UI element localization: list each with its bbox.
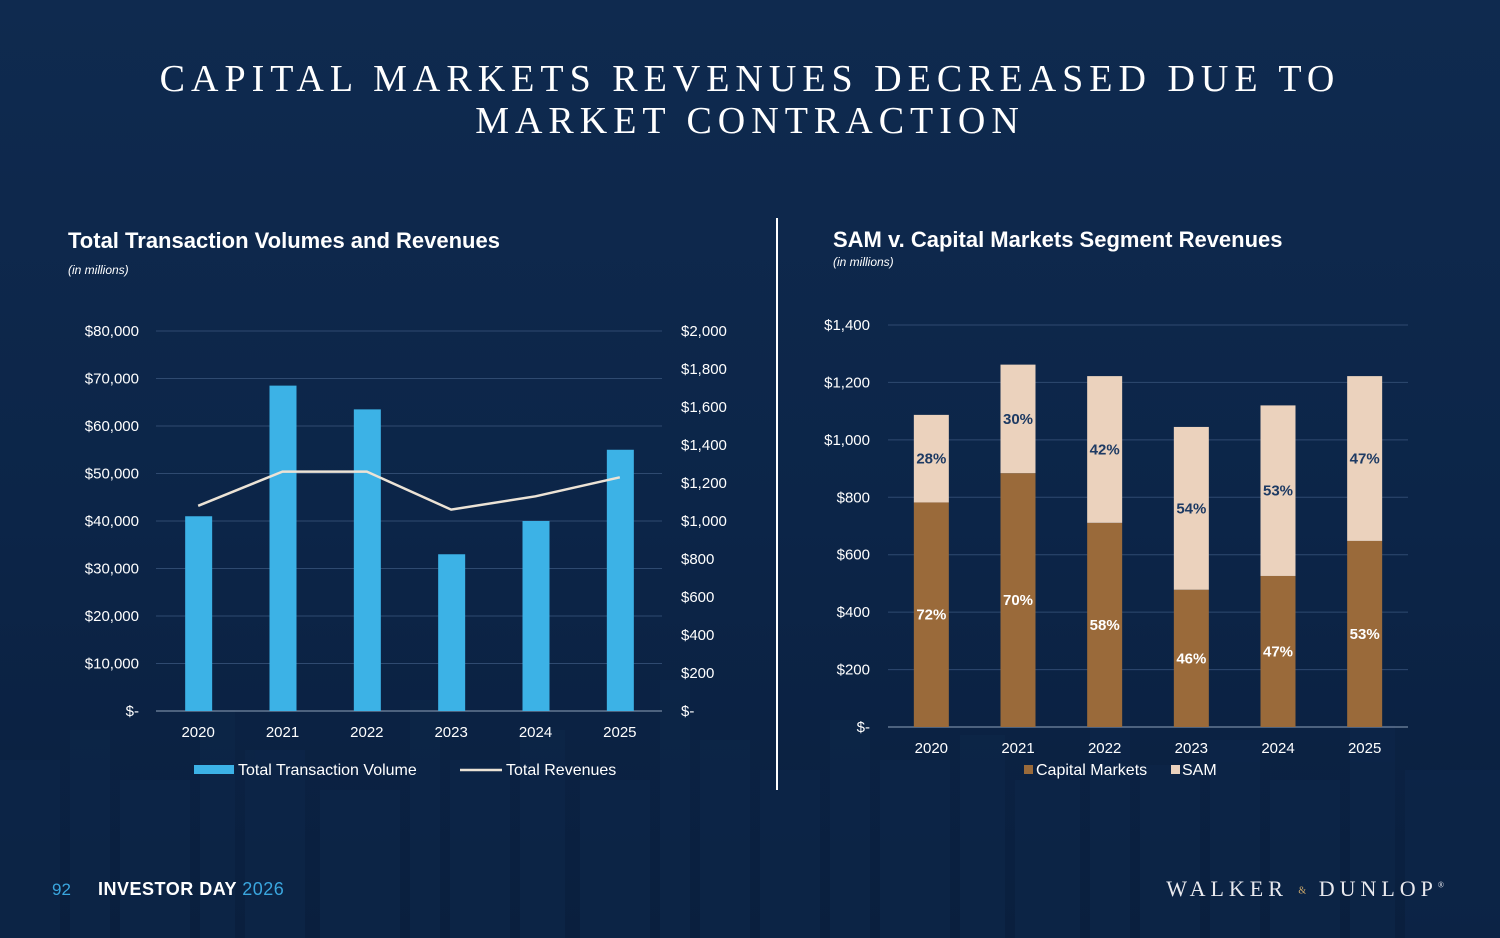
- logo-walker: WALKER: [1166, 876, 1288, 901]
- left-chart-title: Total Transaction Volumes and Revenues: [68, 228, 500, 253]
- left-y-tick-label: $80,000: [85, 323, 139, 340]
- legend-revenue-label: Total Revenues: [506, 762, 616, 779]
- left-x-tick-label: 2021: [266, 724, 299, 741]
- sam-bar: [1260, 405, 1296, 576]
- left-y2-tick-label: $2,000: [681, 323, 727, 340]
- left-y2-tick-label: $1,000: [681, 513, 727, 530]
- legend-capital-markets-label: Capital Markets: [1036, 762, 1147, 779]
- slide-title-line-1: CAPITAL MARKETS REVENUES DECREASED DUE T…: [159, 58, 1341, 100]
- left-y2-tick-label: $1,600: [681, 399, 727, 416]
- right-x-tick-label: 2020: [915, 740, 948, 757]
- sam-pct-label: 47%: [1350, 451, 1380, 468]
- sam-bar: [1087, 376, 1123, 523]
- left-y2-tick-label: $1,800: [681, 361, 727, 378]
- sam-bar: [913, 414, 949, 503]
- logo-registered-mark: ®: [1437, 880, 1444, 890]
- capital-markets-bar: [1000, 473, 1036, 727]
- sam-pct-label: 42%: [1090, 441, 1120, 458]
- legend-capital-markets-swatch: [1024, 765, 1033, 774]
- left-y-tick-label: $-: [126, 703, 139, 720]
- left-y2-tick-label: $400: [681, 627, 714, 644]
- left-y-tick-label: $60,000: [85, 418, 139, 435]
- left-y2-tick-label: $600: [681, 589, 714, 606]
- capital-markets-bar: [1260, 575, 1296, 727]
- sam-pct-label: 54%: [1176, 500, 1206, 517]
- right-y-tick-label: $1,400: [824, 317, 870, 334]
- chart-divider: [776, 218, 778, 790]
- footer-event-name: INVESTOR DAY: [98, 879, 237, 899]
- transaction-volume-revenue-chart: $- $10,000 $20,000 $30,000 $40,000 $50,000 $60…: [85, 323, 727, 779]
- right-x-tick-label: 2023: [1175, 740, 1208, 757]
- capital-markets-pct-label: 47%: [1263, 643, 1293, 660]
- left-y2-tick-label: $1,400: [681, 437, 727, 454]
- sam-bar: [1173, 426, 1209, 590]
- capital-markets-pct-label: 70%: [1003, 592, 1033, 609]
- capital-markets-pct-label: 46%: [1176, 650, 1206, 667]
- volume-bar: [522, 521, 550, 711]
- left-x-tick-label: 2024: [519, 724, 552, 741]
- right-x-tick-label: 2024: [1261, 740, 1294, 757]
- right-x-tick-label: 2022: [1088, 740, 1121, 757]
- right-y-tick-label: $1,000: [824, 432, 870, 449]
- left-x-tick-label: 2025: [603, 724, 636, 741]
- logo-dunlop: DUNLOP: [1318, 876, 1438, 901]
- right-chart-subtitle: (in millions): [833, 255, 894, 269]
- slide-title-line-2: MARKET CONTRACTION: [475, 100, 1025, 142]
- sam-pct-label: 53%: [1263, 483, 1293, 500]
- left-y-tick-label: $10,000: [85, 656, 139, 673]
- legend-volume-label: Total Transaction Volume: [238, 762, 417, 779]
- sam-bar: [1347, 376, 1383, 541]
- right-y-tick-label: $600: [837, 547, 870, 564]
- left-y2-tick-label: $-: [681, 703, 694, 720]
- volume-bar: [353, 409, 381, 711]
- legend-sam-swatch: [1171, 765, 1180, 774]
- city-skyline-background: [0, 680, 1500, 938]
- volume-bar: [185, 516, 213, 711]
- sam-pct-label: 30%: [1003, 411, 1033, 428]
- sam-vs-capital-markets-chart: $- $200 $400 $600 $800 $1,000 $1,200 $1,400 72%…: [824, 317, 1408, 779]
- left-chart-subtitle: (in millions): [68, 263, 129, 277]
- left-y-tick-label: $20,000: [85, 608, 139, 625]
- left-y2-tick-label: $200: [681, 665, 714, 682]
- capital-markets-pct-label: 72%: [916, 607, 946, 624]
- left-x-tick-label: 2020: [181, 724, 214, 741]
- right-y-tick-label: $400: [837, 604, 870, 621]
- right-y-tick-label: $1,200: [824, 374, 870, 391]
- left-x-tick-label: 2022: [350, 724, 383, 741]
- capital-markets-pct-label: 53%: [1350, 626, 1380, 643]
- left-y-tick-label: $30,000: [85, 561, 139, 578]
- legend-sam-label: SAM: [1182, 762, 1217, 779]
- capital-markets-bar: [913, 502, 949, 727]
- left-y-tick-label: $50,000: [85, 466, 139, 483]
- left-y2-tick-label: $800: [681, 551, 714, 568]
- left-y2-tick-label: $1,200: [681, 475, 727, 492]
- right-x-tick-label: 2025: [1348, 740, 1381, 757]
- right-y-tick-label: $200: [837, 662, 870, 679]
- logo-ampersand: &: [1298, 885, 1309, 897]
- right-chart-title: SAM v. Capital Markets Segment Revenues: [833, 227, 1283, 252]
- capital-markets-bar: [1087, 522, 1123, 727]
- volume-bar: [269, 385, 297, 711]
- left-y-tick-label: $40,000: [85, 513, 139, 530]
- capital-markets-bar: [1347, 540, 1383, 727]
- legend-volume-swatch: [194, 765, 234, 774]
- right-y-tick-label: $800: [837, 489, 870, 506]
- sam-bar: [1000, 364, 1036, 474]
- capital-markets-pct-label: 58%: [1090, 617, 1120, 634]
- walker-dunlop-logo: WALKER & DUNLOP®: [1166, 876, 1444, 902]
- volume-bar: [606, 449, 634, 711]
- volume-bar: [438, 554, 466, 711]
- slide-title: CAPITAL MARKETS REVENUES DECREASED DUE T…: [0, 58, 1500, 142]
- footer-event-year: 2026: [242, 879, 285, 899]
- right-y-tick-label: $-: [857, 719, 870, 736]
- right-x-tick-label: 2021: [1001, 740, 1034, 757]
- footer-event: INVESTOR DAY 2026: [98, 879, 284, 900]
- capital-markets-bar: [1173, 589, 1209, 727]
- revenue-line: [197, 470, 621, 511]
- left-y-tick-label: $70,000: [85, 371, 139, 388]
- page-number: 92: [52, 880, 71, 899]
- left-x-tick-label: 2023: [434, 724, 467, 741]
- sam-pct-label: 28%: [916, 451, 946, 468]
